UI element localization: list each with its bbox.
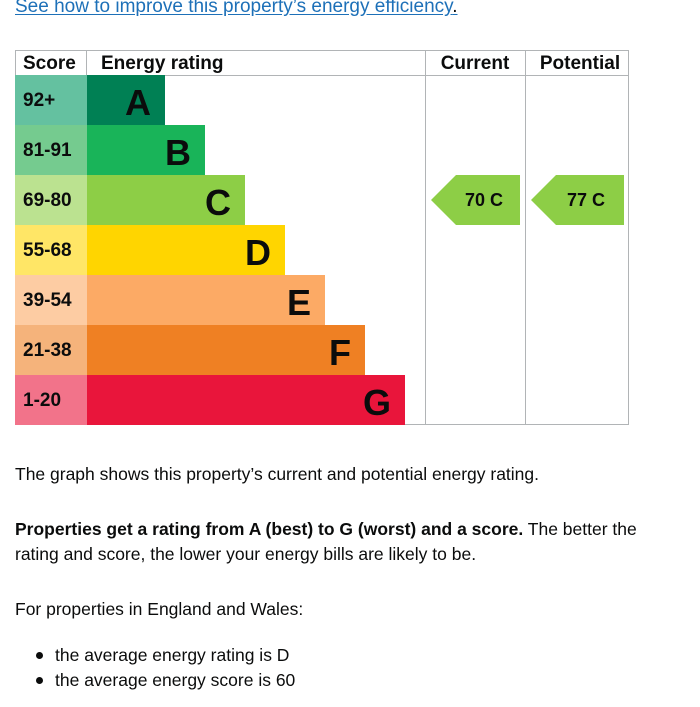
- band-bar-d: [87, 225, 285, 275]
- score-cell-g: [15, 375, 87, 425]
- score-cell-c: [15, 175, 87, 225]
- header-energy-rating: Energy rating: [101, 53, 223, 74]
- potential-rating-label: 77 C: [567, 190, 605, 210]
- score-label-b: 81-91: [23, 140, 72, 161]
- improve-efficiency-link-wrap: See how to improve this property’s energ…: [15, 0, 458, 18]
- improve-efficiency-link[interactable]: See how to improve this property’s energ…: [15, 0, 453, 17]
- averages-list: the average energy rating is D the avera…: [15, 643, 295, 693]
- band-letter-a: A: [125, 82, 151, 123]
- band-bar-e: [87, 275, 325, 325]
- score-label-c: 69-80: [23, 190, 72, 211]
- band-bar-f: [87, 325, 365, 375]
- band-bar-g: [87, 375, 405, 425]
- current-arrow: [431, 175, 520, 225]
- graph-caption: The graph shows this property’s current …: [15, 464, 540, 484]
- score-label-e: 39-54: [23, 290, 72, 311]
- current-rating-label: 70 C: [465, 190, 503, 210]
- potential-arrow: [531, 175, 624, 225]
- score-cell-f: [15, 325, 87, 375]
- header-current: Current: [441, 53, 510, 74]
- band-bar-b: [87, 125, 205, 175]
- band-letter-b: B: [165, 132, 191, 173]
- list-item: the average energy rating is D: [15, 643, 295, 668]
- chart-bands: 92+ A 81-91 B 69-80 C 55-68 D 39-54 E 21-38 F 1-20 G: [15, 75, 405, 425]
- chart-headers: Score Energy rating Current Potential: [23, 53, 620, 74]
- rating-explanation-bold: Properties get a rating from A (best) to…: [15, 519, 524, 539]
- band-bar-a: [87, 75, 165, 125]
- score-label-a: 92+: [23, 90, 55, 111]
- score-cell-d: [15, 225, 87, 275]
- band-letter-d: D: [245, 232, 271, 273]
- score-label-d: 55-68: [23, 240, 72, 261]
- rating-explanation: Properties get a rating from A (best) to…: [15, 517, 655, 567]
- header-potential: Potential: [540, 53, 620, 74]
- score-cell-e: [15, 275, 87, 325]
- energy-rating-chart: 92+ A81-91 B69-80 C55-68 D39-54 E21-38 F1-20 G …: [15, 50, 629, 425]
- score-cell-a: [15, 75, 87, 125]
- rating-explanation-rest: The better the rating and score, the low…: [15, 519, 637, 564]
- band-letter-c: C: [205, 182, 231, 223]
- list-item: the average energy score is 60: [15, 668, 295, 693]
- band-bar-c: [87, 175, 245, 225]
- band-letter-g: G: [363, 382, 391, 423]
- band-letter-f: F: [329, 332, 351, 373]
- header-score: Score: [23, 53, 76, 74]
- score-label-f: 21-38: [23, 340, 72, 361]
- improve-link-punctuation: .: [452, 0, 458, 17]
- region-intro: For properties in England and Wales:: [15, 599, 304, 619]
- score-cell-b: [15, 125, 87, 175]
- rating-arrows: 70 C 77 C: [431, 175, 624, 225]
- band-letter-e: E: [287, 282, 311, 323]
- score-label-g: 1-20: [23, 390, 61, 411]
